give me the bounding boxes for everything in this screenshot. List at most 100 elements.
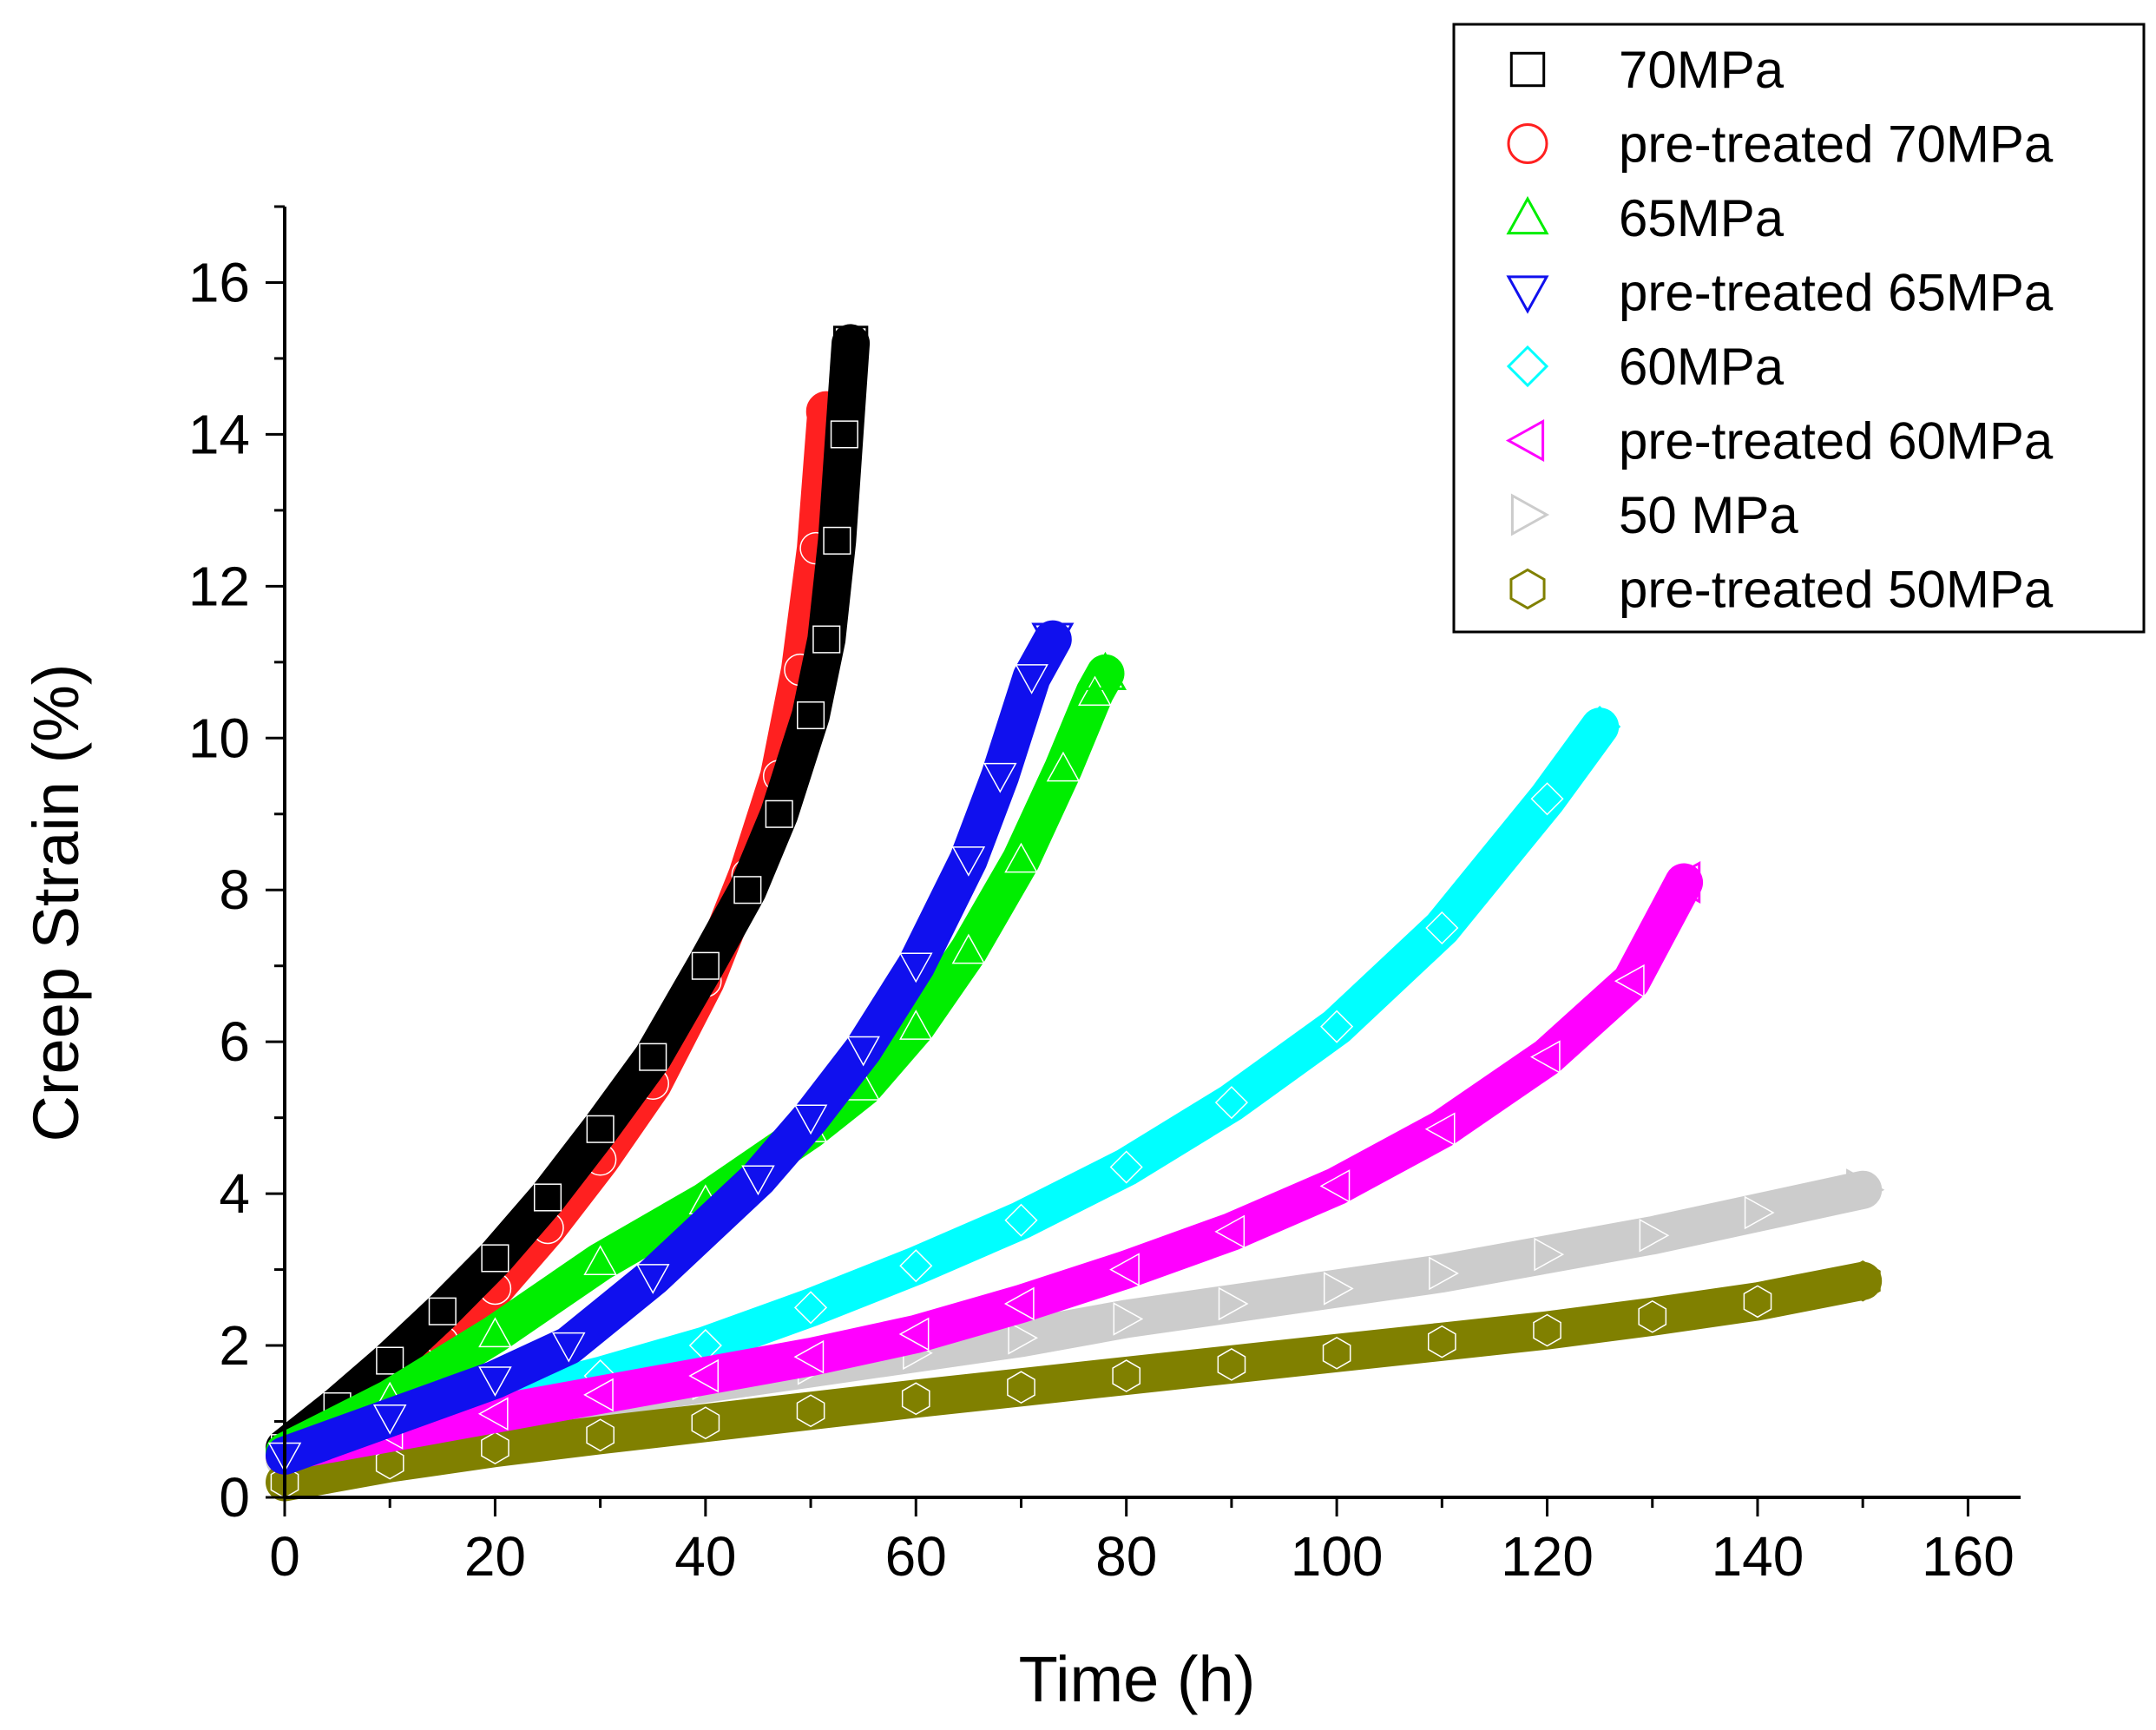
x-tick-label: 60 — [885, 1525, 947, 1588]
data-point — [765, 799, 793, 828]
series-band — [266, 620, 1072, 1475]
legend-item: pre-treated 60MPa — [1505, 412, 2054, 470]
data-point — [846, 1036, 880, 1067]
data-point — [1323, 1272, 1354, 1306]
legend-marker — [1510, 493, 1550, 536]
data-point — [376, 1346, 404, 1375]
data-point — [1217, 1348, 1246, 1381]
data-point — [1218, 1286, 1249, 1321]
x-tick-label: 80 — [1095, 1525, 1157, 1588]
legend-item: 60MPa — [1506, 338, 1785, 396]
data-point — [898, 952, 933, 983]
data-point — [1533, 1313, 1561, 1347]
data-point — [1530, 782, 1564, 816]
legend-label: 50 MPa — [1619, 486, 1798, 544]
y-tick-label: 14 — [188, 403, 250, 465]
legend-marker — [1506, 275, 1549, 314]
data-point — [1319, 1169, 1351, 1203]
data-point — [1078, 675, 1112, 706]
data-point — [691, 951, 720, 980]
legend-item: pre-treated 70MPa — [1507, 115, 2054, 174]
data-point — [793, 1104, 828, 1135]
data-point — [1534, 1237, 1565, 1272]
x-tick-label: 20 — [464, 1525, 526, 1588]
data-point — [793, 1339, 825, 1374]
data-point — [812, 625, 841, 654]
legend-marker — [1509, 568, 1546, 610]
data-point — [1015, 664, 1048, 694]
y-tick-label: 2 — [219, 1314, 250, 1377]
y-tick-label: 8 — [219, 858, 250, 921]
data-point — [1320, 1010, 1354, 1043]
data-point — [1007, 1371, 1035, 1404]
legend-item: pre-treated 50MPa — [1509, 561, 2054, 619]
data-point — [639, 1043, 667, 1071]
x-axis-title: Time (h) — [1019, 1643, 1256, 1715]
y-axis-title: Creep Strain (%) — [20, 663, 92, 1141]
data-point — [586, 1115, 615, 1143]
legend-marker — [1506, 345, 1549, 388]
data-point — [793, 1291, 828, 1325]
data-point — [1003, 1286, 1035, 1321]
data-point — [478, 1317, 512, 1348]
data-point — [823, 526, 851, 555]
data-point — [951, 846, 986, 877]
data-point — [1530, 1040, 1561, 1074]
data-layer — [266, 324, 1885, 1502]
data-point — [1662, 860, 1701, 904]
data-point — [796, 1394, 825, 1428]
legend-item: pre-treated 65MPa — [1506, 264, 2054, 322]
y-tick-label: 0 — [219, 1466, 250, 1529]
y-tick-label: 10 — [188, 707, 250, 769]
data-point — [583, 1245, 617, 1275]
legend-marker — [1505, 418, 1545, 463]
data-point — [951, 933, 986, 964]
series-band — [266, 654, 1125, 1471]
x-tick-label: 140 — [1712, 1525, 1804, 1588]
data-point — [1429, 1256, 1459, 1291]
data-point — [1004, 842, 1038, 873]
data-point — [1424, 1112, 1456, 1147]
series-pre-treated-50mpa — [266, 1260, 1883, 1502]
legend-box — [1452, 23, 2146, 634]
data-point — [586, 1418, 615, 1452]
data-point — [1425, 911, 1459, 945]
legend-label: pre-treated 70MPa — [1619, 115, 2054, 174]
data-point — [551, 1332, 586, 1363]
data-point — [1638, 1299, 1667, 1333]
data-point — [1427, 1325, 1456, 1358]
data-point — [741, 1165, 775, 1196]
legend-item: 70MPa — [1509, 41, 1785, 99]
legend-label: 60MPa — [1619, 338, 1785, 396]
y-tick-label: 12 — [188, 555, 250, 617]
data-point — [477, 1397, 509, 1431]
data-point — [583, 1378, 614, 1412]
series-pre-treated-65mpa — [266, 620, 1075, 1475]
data-point — [1112, 1359, 1141, 1392]
x-tick-label: 120 — [1501, 1525, 1594, 1588]
data-point — [797, 701, 825, 730]
legend-marker — [1506, 195, 1549, 235]
data-point — [1846, 1168, 1885, 1212]
tick-labels: 0 20 40 60 80 100 120 140 160 0 2 4 6 8 10 12 14 16 — [188, 251, 2015, 1588]
x-tick-label: 160 — [1922, 1525, 2015, 1588]
legend-label: pre-treated 50MPa — [1619, 561, 2054, 619]
data-point — [1614, 964, 1645, 998]
legend: 70MPa pre-treated 70MPa 65MPa pre-treated 6… — [1452, 23, 2146, 634]
data-point — [1322, 1336, 1351, 1370]
data-point — [1579, 706, 1621, 748]
x-tick-label: 40 — [674, 1525, 736, 1588]
data-point — [830, 420, 858, 449]
axes — [266, 205, 2021, 1516]
data-point — [1844, 1260, 1881, 1302]
data-point — [899, 1249, 933, 1283]
data-point — [688, 1358, 719, 1393]
legend-marker — [1509, 51, 1546, 88]
data-point — [1743, 1285, 1772, 1319]
data-point — [375, 1446, 404, 1480]
data-point — [691, 1406, 720, 1440]
data-point — [983, 762, 1017, 793]
data-point — [898, 1317, 930, 1352]
data-point — [1008, 1321, 1039, 1355]
